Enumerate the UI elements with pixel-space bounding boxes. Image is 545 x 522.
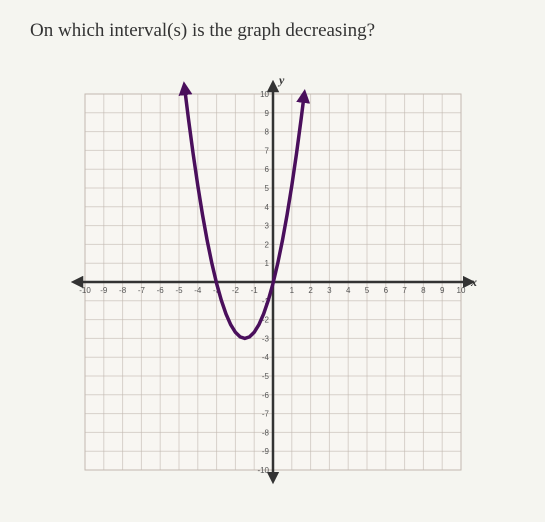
svg-text:6: 6	[264, 165, 269, 174]
svg-text:-10: -10	[257, 466, 269, 475]
svg-text:6: 6	[383, 286, 388, 295]
svg-text:9: 9	[264, 109, 269, 118]
svg-text:-7: -7	[137, 286, 145, 295]
svg-text:-5: -5	[261, 372, 269, 381]
svg-text:-5: -5	[175, 286, 183, 295]
chart-container: y x -10 -9 -8 -7 -6 -5 -4 -3 -2 -1 1 2 3 4 5 6 7 8 9 10 -10 -9 -…	[30, 62, 515, 492]
svg-text:-8: -8	[261, 428, 269, 437]
svg-text:5: 5	[364, 286, 369, 295]
svg-text:10: 10	[260, 90, 269, 99]
svg-text:4: 4	[345, 286, 350, 295]
svg-text:7: 7	[402, 286, 407, 295]
svg-text:4: 4	[264, 203, 269, 212]
svg-text:8: 8	[421, 286, 426, 295]
svg-text:8: 8	[264, 128, 269, 137]
svg-text:-10: -10	[79, 286, 91, 295]
svg-text:-6: -6	[261, 391, 269, 400]
svg-text:9: 9	[439, 286, 444, 295]
svg-text:-9: -9	[261, 447, 269, 456]
svg-text:-7: -7	[261, 410, 269, 419]
svg-text:-8: -8	[119, 286, 127, 295]
svg-text:2: 2	[308, 286, 313, 295]
svg-text:-6: -6	[156, 286, 164, 295]
svg-text:7: 7	[264, 146, 269, 155]
svg-text:y: y	[277, 73, 285, 87]
svg-text:3: 3	[264, 222, 269, 231]
svg-text:-1: -1	[250, 286, 258, 295]
svg-text:-2: -2	[231, 286, 239, 295]
svg-text:3: 3	[327, 286, 332, 295]
svg-text:2: 2	[264, 240, 269, 249]
svg-text:-9: -9	[100, 286, 108, 295]
question-text: On which interval(s) is the graph decrea…	[30, 20, 515, 42]
svg-text:1: 1	[289, 286, 294, 295]
parabola-graph: y x -10 -9 -8 -7 -6 -5 -4 -3 -2 -1 1 2 3 4 5 6 7 8 9 10 -10 -9 -…	[63, 72, 483, 492]
svg-text:-4: -4	[261, 353, 269, 362]
svg-text:-4: -4	[194, 286, 202, 295]
svg-text:-3: -3	[261, 334, 269, 343]
svg-text:5: 5	[264, 184, 269, 193]
svg-text:10: 10	[456, 286, 465, 295]
svg-text:1: 1	[264, 259, 269, 268]
svg-text:x: x	[470, 275, 477, 289]
